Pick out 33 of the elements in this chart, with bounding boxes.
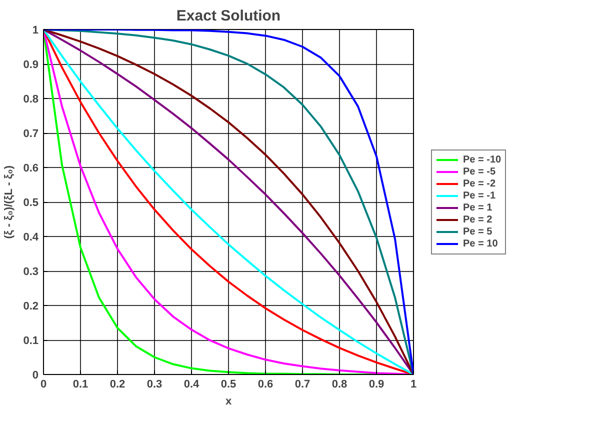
legend-label: Pe = -10 xyxy=(463,154,502,165)
x-tick-label: 0.9 xyxy=(368,378,384,390)
x-tick-label: 0.3 xyxy=(146,378,162,390)
x-tick-label: 0 xyxy=(40,378,47,390)
x-tick-label: 0.1 xyxy=(72,378,88,390)
x-tick-label: 0.2 xyxy=(110,378,126,390)
y-tick-label: 0.8 xyxy=(23,94,39,106)
y-tick-label: 0.2 xyxy=(23,300,39,312)
legend-label: Pe = 5 xyxy=(463,226,492,237)
legend-label: Pe = 1 xyxy=(463,202,492,213)
y-tick-label: 0.7 xyxy=(23,128,39,140)
x-tick-label: 1 xyxy=(410,378,417,390)
y-tick-label: 0.1 xyxy=(23,335,39,347)
legend-label: Pe = -5 xyxy=(463,166,496,177)
x-tick-label: 0.7 xyxy=(294,378,310,390)
x-axis-title: x xyxy=(225,396,232,408)
y-tick-label: 0.9 xyxy=(23,59,39,71)
x-tick-label: 0.4 xyxy=(184,378,200,390)
legend-label: Pe = 10 xyxy=(463,238,498,249)
x-tick-label: 0.8 xyxy=(332,378,348,390)
y-tick-label: 0.6 xyxy=(23,162,39,174)
legend-label: Pe = -2 xyxy=(463,178,496,189)
legend-label: Pe = 2 xyxy=(463,214,492,225)
x-tick-label: 0.6 xyxy=(258,378,274,390)
chart-title: Exact Solution xyxy=(176,8,281,24)
y-tick-label: 0.4 xyxy=(23,232,40,244)
y-tick-label: 0.3 xyxy=(23,266,39,278)
y-axis-title: (ξ - ξ₀)/(ξL - ξ₀) xyxy=(3,165,16,239)
legend-label: Pe = -1 xyxy=(463,190,496,201)
y-tick-label: 0 xyxy=(32,370,39,382)
y-tick-label: 0.5 xyxy=(23,197,39,209)
x-tick-label: 0.5 xyxy=(220,378,236,390)
y-tick-label: 1 xyxy=(32,24,39,36)
